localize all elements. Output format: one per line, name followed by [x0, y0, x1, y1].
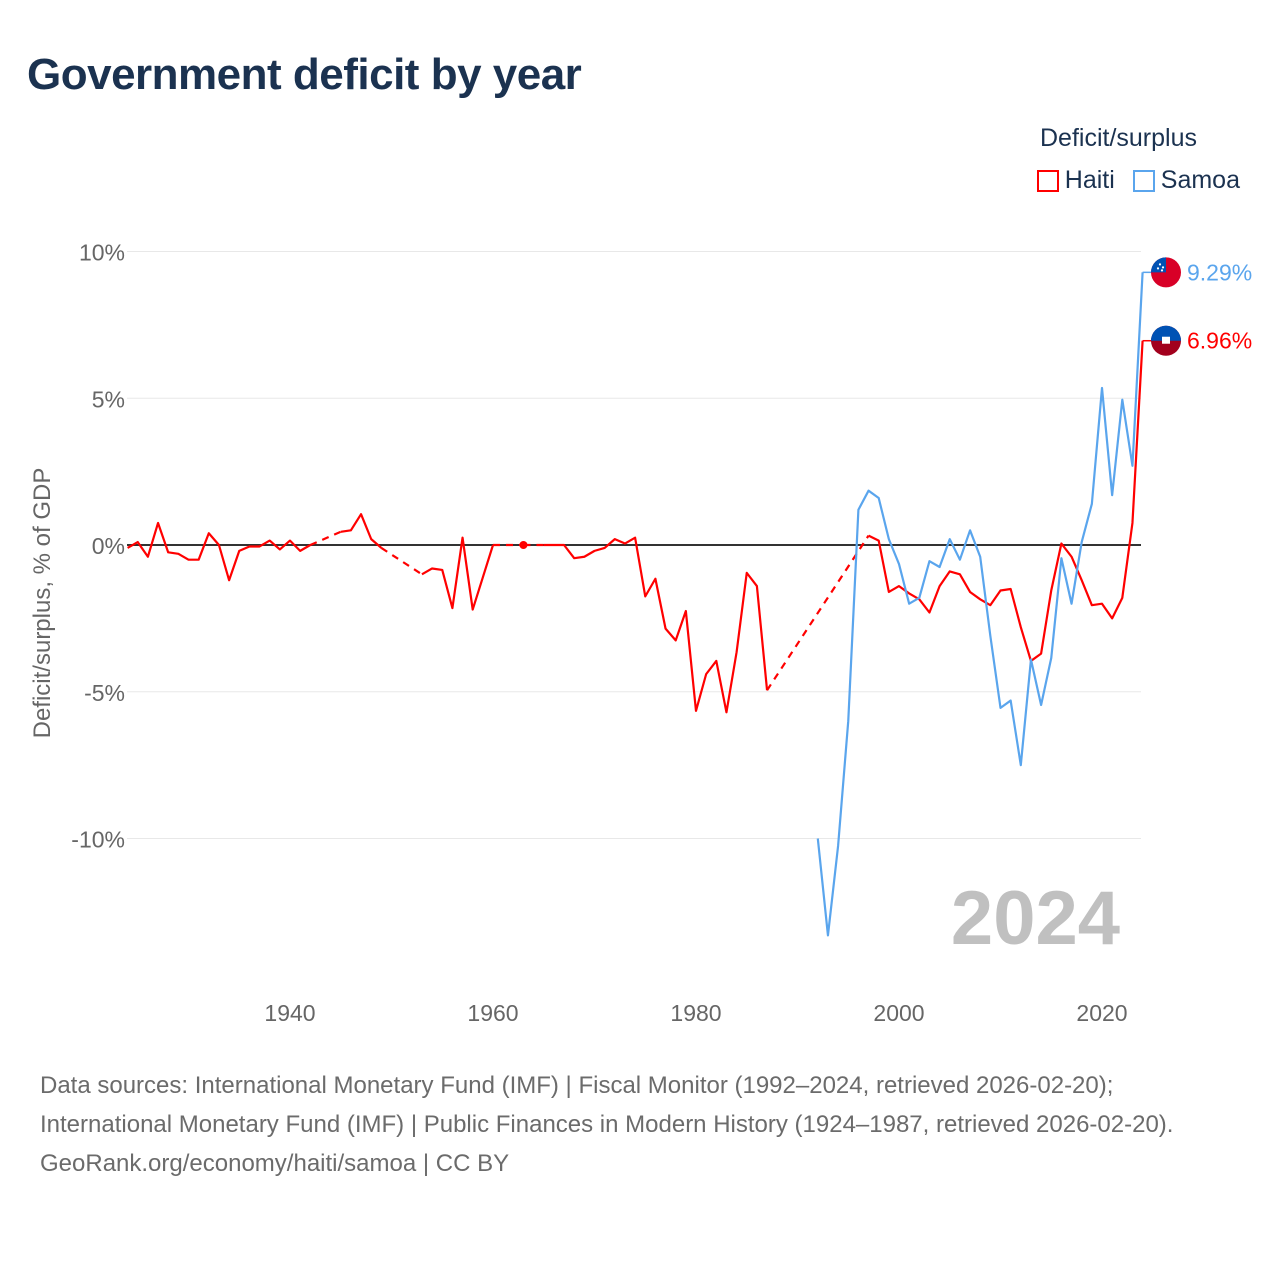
haiti-line [340, 513, 383, 549]
footer: Data sources: International Monetary Fun… [40, 1066, 1240, 1183]
x-tick-label: 1960 [467, 1000, 518, 1026]
x-tick-label: 2020 [1076, 1000, 1127, 1026]
haiti-gap-line [766, 535, 870, 691]
year-watermark: 2024 [951, 876, 1120, 961]
data-sources: Data sources: International Monetary Fun… [40, 1072, 1174, 1138]
flag-star [1160, 269, 1164, 272]
y-tick-label: 10% [79, 240, 125, 266]
haiti-line [543, 536, 769, 714]
haiti-flag-icon [1151, 325, 1181, 356]
legend-title: Deficit/surplus [1040, 124, 1197, 152]
legend-swatch-samoa [1132, 169, 1155, 192]
y-tick-label: 0% [92, 533, 125, 559]
haiti-line [421, 536, 495, 611]
series-haiti: 6.96% [127, 325, 1252, 714]
haiti-end-value: 6.96% [1187, 328, 1252, 354]
samoa-end-value: 9.29% [1187, 259, 1252, 285]
legend-item-haiti[interactable]: Haiti [1036, 166, 1115, 195]
y-tick-label: 5% [92, 386, 125, 412]
series-samoa: 9.29% [816, 257, 1252, 937]
legend-label-samoa: Samoa [1160, 166, 1240, 194]
samoa-flag-icon [1151, 257, 1181, 288]
haiti-gap-line [380, 547, 423, 576]
haiti-line [868, 340, 1144, 663]
y-tick-label: -5% [84, 680, 125, 706]
haiti-line [127, 521, 311, 582]
flag-emblem [1162, 336, 1170, 344]
legend-swatch-haiti [1036, 169, 1059, 192]
haiti-gap-line [309, 530, 342, 547]
legend-item-samoa[interactable]: Samoa [1132, 166, 1240, 195]
credit-link[interactable]: GeoRank.org/economy/haiti/samoa | CC BY [40, 1150, 510, 1177]
legend: Haiti Samoa [1036, 166, 1240, 195]
x-tick-label: 1980 [670, 1000, 721, 1026]
flag-star [1156, 267, 1160, 270]
flag-canton [1151, 257, 1166, 273]
x-tick-label: 1940 [264, 1000, 315, 1026]
flag-star [1158, 263, 1162, 266]
y-axis-label: Deficit/surplus, % of GDP [29, 468, 56, 739]
y-tick-label: -10% [71, 827, 125, 853]
series-group: 6.96% 9.29% [127, 257, 1252, 937]
legend-label-haiti: Haiti [1064, 166, 1115, 194]
samoa-line [816, 272, 1144, 937]
x-tick-label: 2000 [873, 1000, 924, 1026]
grid: 10% 5% 0% -5% -10% 1940 1960 1980 2000 2020 [71, 240, 1141, 1026]
flag-top [1151, 325, 1181, 341]
page-title: Government deficit by year [27, 50, 582, 99]
flag-star [1161, 266, 1165, 269]
